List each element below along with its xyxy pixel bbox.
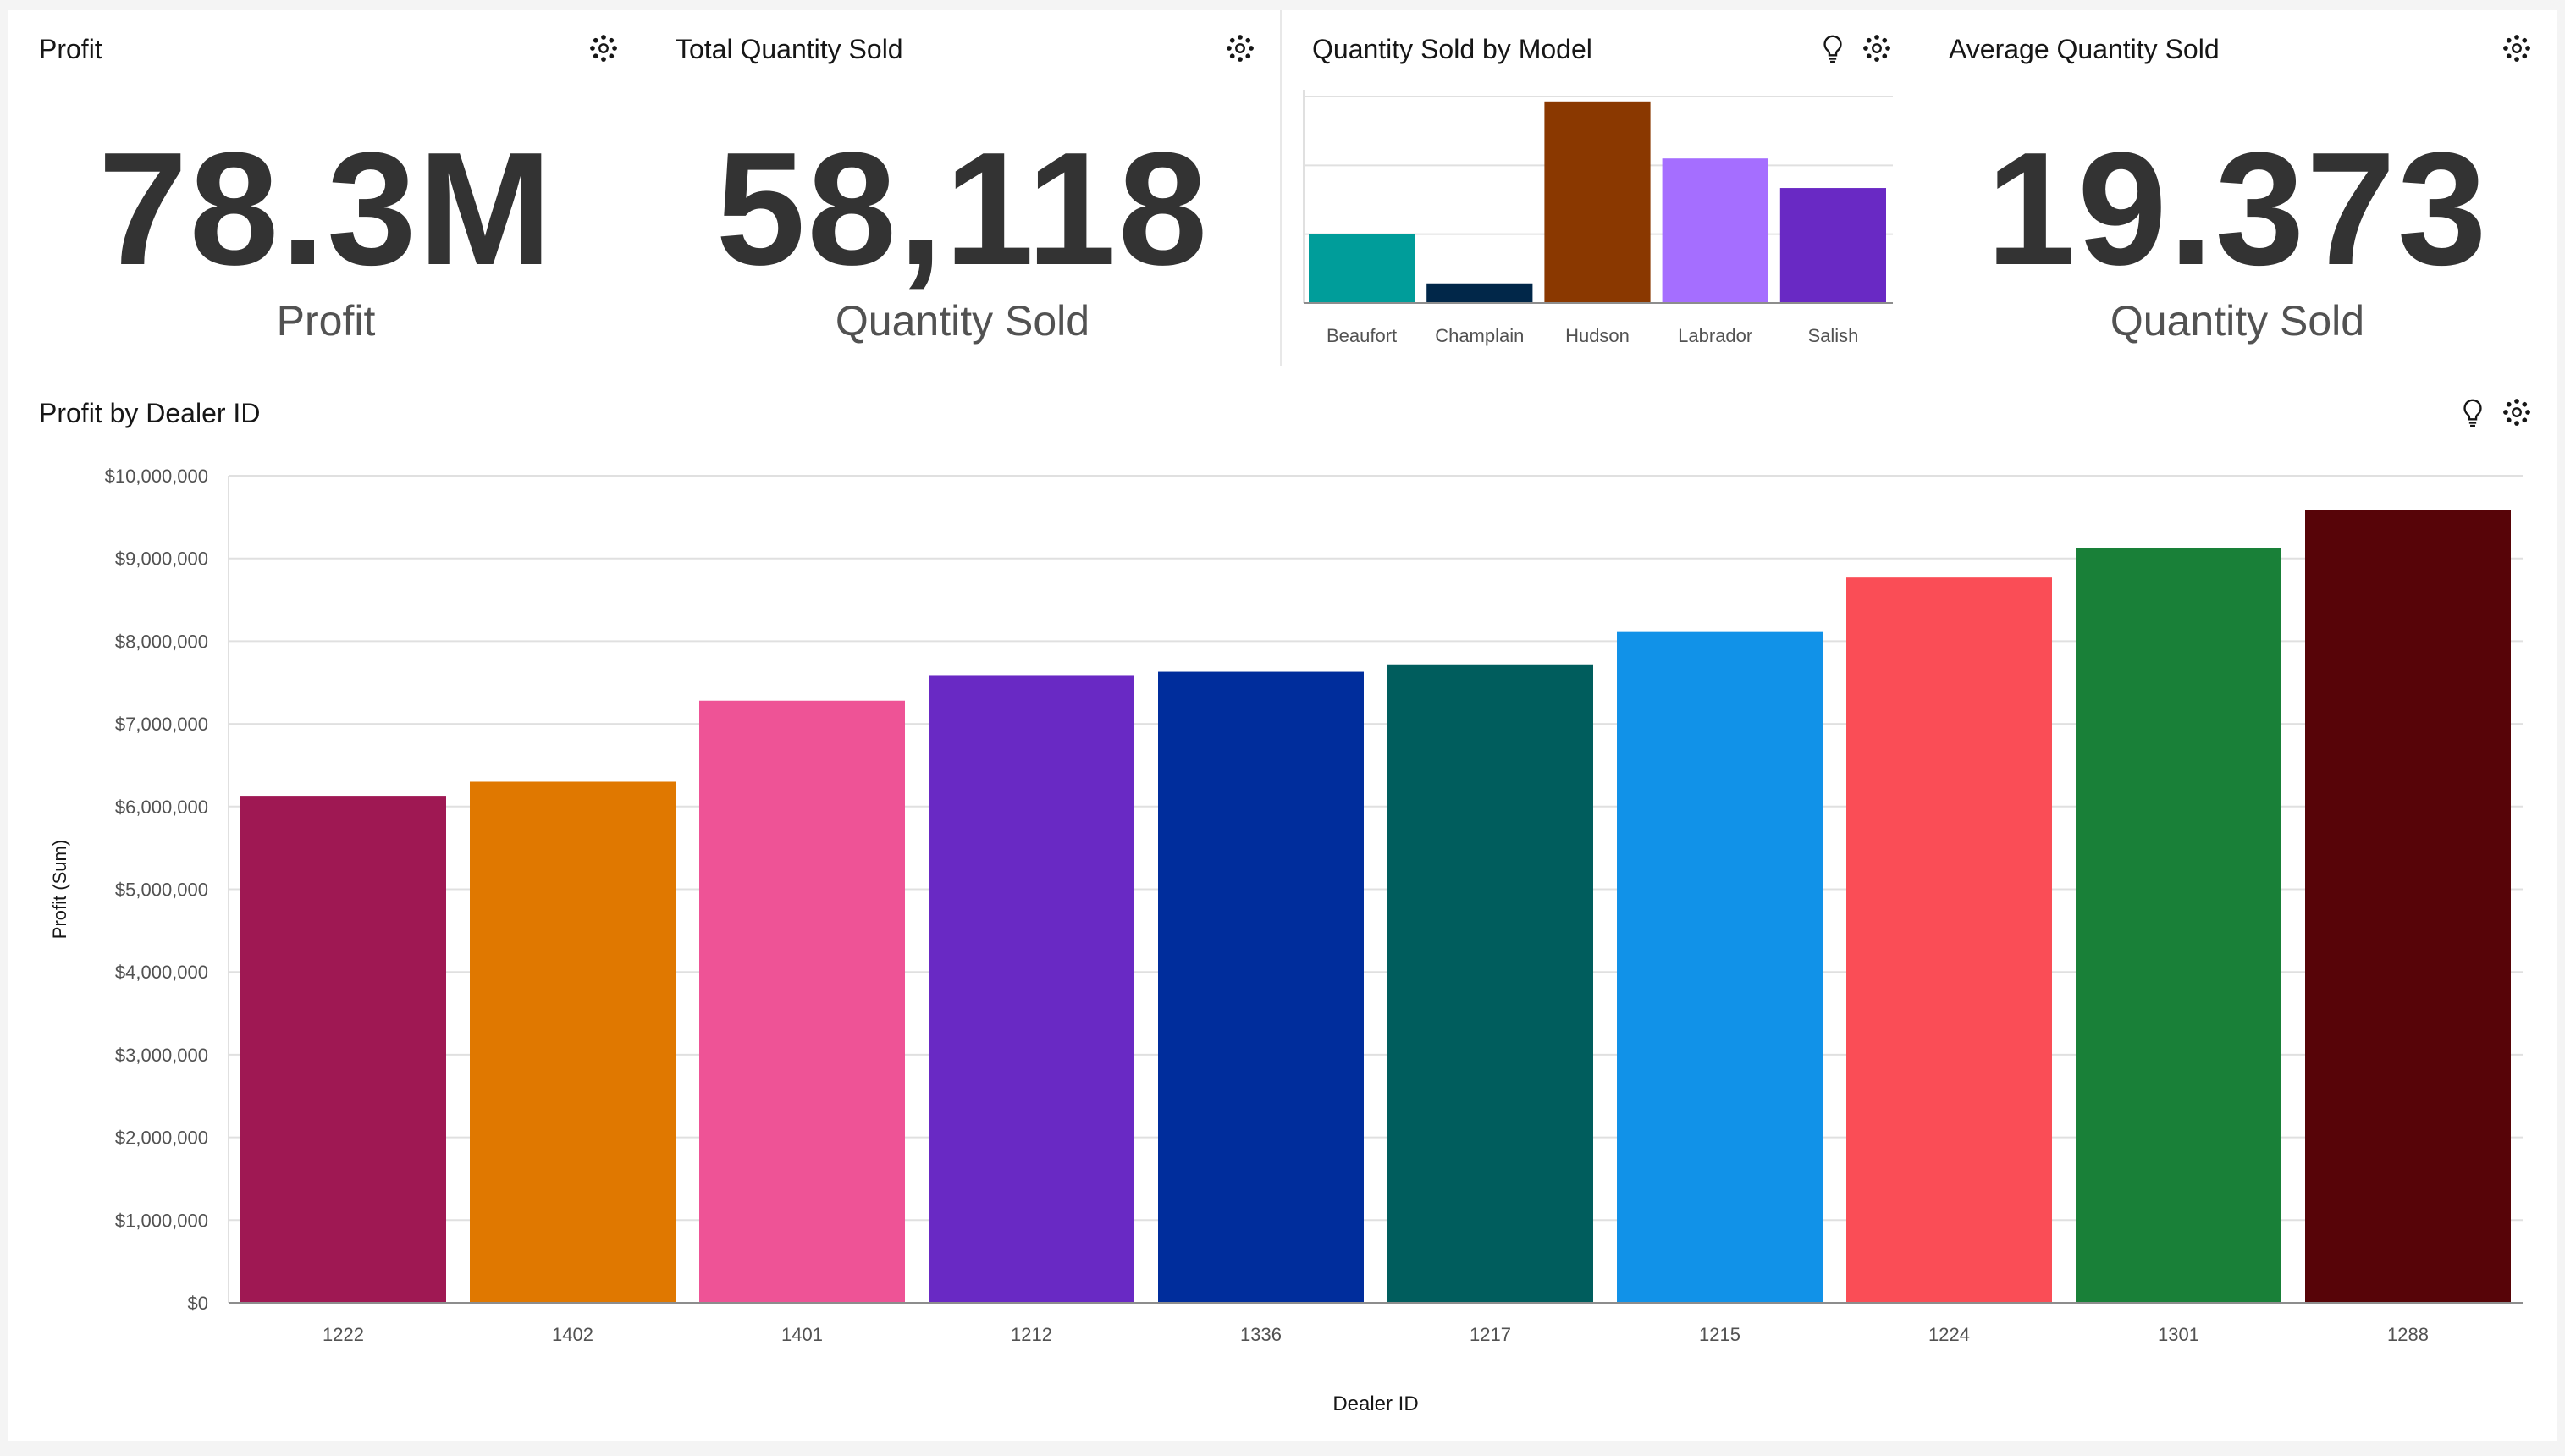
x-tick-label: 1217: [1470, 1324, 1511, 1345]
x-tick-label: 1212: [1011, 1324, 1052, 1345]
y-tick-label: $8,000,000: [115, 631, 208, 652]
kpi-value: 58,118: [715, 119, 1210, 299]
x-tick-label: 1215: [1699, 1324, 1740, 1345]
kpi-tile-average-quantity-sold[interactable]: Average Quantity Sold 19.373 Quantity So…: [1918, 10, 2557, 366]
bar: [2076, 547, 2281, 1303]
tile-title: Average Quantity Sold: [1949, 34, 2220, 64]
y-tick-label: $5,000,000: [115, 880, 208, 901]
bar: [2305, 510, 2511, 1303]
y-tick-label: $1,000,000: [115, 1210, 208, 1231]
y-tick-label: $0: [188, 1293, 208, 1314]
settings-icon[interactable]: [1861, 32, 1893, 64]
y-tick-label: $2,000,000: [115, 1128, 208, 1149]
tile-divider: [1280, 10, 1282, 366]
bar: [1158, 671, 1364, 1303]
kpi-value: 78.3M: [97, 119, 554, 299]
x-tick-label: Labrador: [1678, 325, 1752, 346]
x-tick-label: 1336: [1240, 1324, 1282, 1345]
kpi-tile-profit[interactable]: Profit 78.3M Profit: [8, 10, 643, 366]
x-tick-label: 1401: [781, 1324, 823, 1345]
bar: [1544, 101, 1651, 303]
bar: [1387, 664, 1593, 1303]
x-tick-label: 1222: [323, 1324, 364, 1345]
x-tick-label: 1224: [1928, 1324, 1970, 1345]
y-tick-label: $7,000,000: [115, 714, 208, 735]
bar: [1662, 158, 1768, 303]
tile-title: Total Quantity Sold: [676, 34, 903, 64]
lightbulb-icon[interactable]: [1817, 32, 1849, 64]
settings-icon[interactable]: [2501, 396, 2533, 428]
tile-title: Profit by Dealer ID: [39, 398, 261, 428]
y-tick-label: $6,000,000: [115, 797, 208, 818]
x-tick-label: 1288: [2387, 1324, 2429, 1345]
quantity-by-model-chart: Beaufort Champlain Hudson Labrador Salish: [1303, 90, 1893, 346]
settings-icon[interactable]: [1224, 32, 1256, 64]
bar: [1779, 188, 1886, 303]
settings-icon[interactable]: [2501, 32, 2533, 64]
profit-by-dealer-chart: $0 $1,000,000 $2,000,000 $3,000,000 $4,000,0…: [49, 466, 2523, 1415]
chart-tile-quantity-by-model[interactable]: Quantity Sold by Model Beaufort Champlain…: [1282, 10, 1917, 366]
x-tick-label: 1301: [2158, 1324, 2199, 1345]
bar: [1617, 631, 1823, 1303]
y-tick-label: $10,000,000: [105, 466, 208, 487]
bar: [470, 781, 676, 1303]
x-tick-label: Beaufort: [1327, 325, 1397, 346]
x-tick-label: Salish: [1807, 325, 1858, 346]
bar: [1426, 283, 1533, 303]
bar: [240, 796, 446, 1303]
chart-tile-profit-by-dealer[interactable]: Profit by Dealer ID $0 $1,000,000 $2,000,0…: [8, 374, 2557, 1441]
bar: [1846, 577, 2052, 1303]
bar: [929, 675, 1134, 1303]
tile-title: Quantity Sold by Model: [1312, 34, 1592, 64]
y-tick-label: $9,000,000: [115, 549, 208, 570]
kpi-tile-total-quantity-sold[interactable]: Total Quantity Sold 58,118 Quantity Sold: [645, 10, 1280, 366]
x-axis-title: Dealer ID: [1332, 1393, 1418, 1415]
y-tick-label: $3,000,000: [115, 1045, 208, 1066]
x-tick-label: 1402: [552, 1324, 593, 1345]
x-tick-label: Hudson: [1565, 325, 1630, 346]
kpi-value: 19.373: [1986, 119, 2489, 299]
settings-icon[interactable]: [587, 32, 620, 64]
y-axis-title: Profit (Sum): [49, 840, 70, 939]
kpi-label: Profit: [276, 297, 376, 345]
bar: [699, 700, 905, 1303]
lightbulb-icon[interactable]: [2457, 396, 2489, 428]
y-tick-label: $4,000,000: [115, 962, 208, 983]
kpi-label: Quantity Sold: [2110, 297, 2365, 345]
bar: [1309, 234, 1415, 303]
x-tick-label: Champlain: [1435, 325, 1524, 346]
dashboard-canvas: Profit 78.3M Profit Total Quantity Sold: [8, 10, 2557, 1441]
kpi-label: Quantity Sold: [835, 297, 1090, 345]
tile-title: Profit: [39, 34, 102, 64]
